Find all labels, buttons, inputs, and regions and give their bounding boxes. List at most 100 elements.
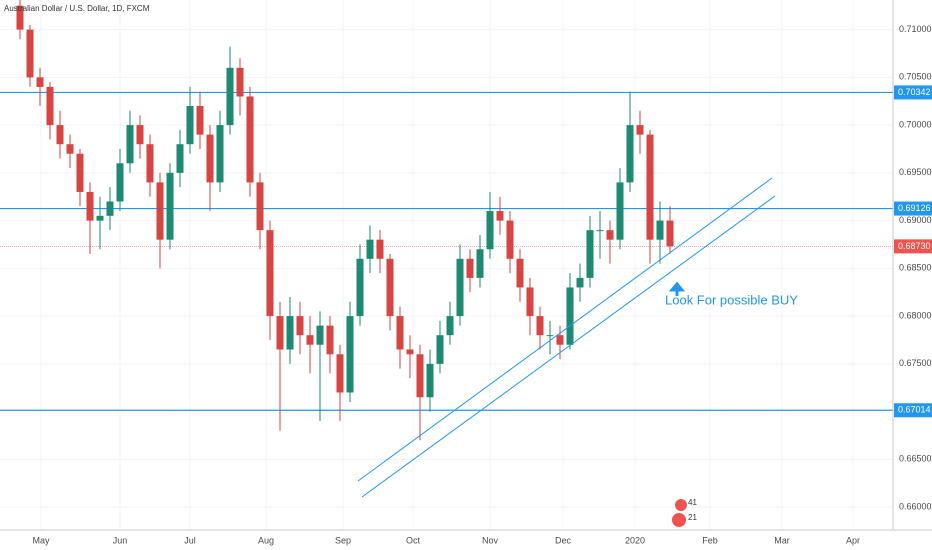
- candle-body: [26, 29, 34, 78]
- arrow-up: [668, 281, 686, 296]
- candle-body: [556, 335, 564, 345]
- x-tick-label: Aug: [258, 535, 274, 545]
- candle-body: [646, 134, 654, 240]
- candle-body: [476, 249, 484, 278]
- price-label-box: [894, 403, 932, 418]
- candle-body: [186, 106, 194, 145]
- axis-labels: 0.71000 0.70500 0.70000 0.69500 0.69000 0.685…: [32, 24, 932, 545]
- candle-body: [206, 134, 214, 183]
- y-tick-label: 0.68500: [899, 263, 932, 273]
- x-tick-label: Nov: [482, 535, 499, 545]
- candle-body: [466, 258, 474, 278]
- candle-body: [456, 258, 464, 317]
- chart-title: Australian Dollar / U.S. Dollar, 1D, FXC…: [4, 4, 150, 13]
- y-tick-label: 0.70000: [899, 119, 932, 129]
- candle-body: [406, 349, 414, 355]
- candle-body: [416, 354, 424, 398]
- time-axis: [0, 530, 893, 550]
- candle-body: [156, 182, 164, 240]
- candles: [16, 0, 674, 441]
- candle-body: [366, 239, 374, 259]
- annotation: Look For possible BUY: [665, 292, 798, 307]
- candle-body: [336, 354, 344, 393]
- candle-body: [636, 125, 644, 135]
- y-tick-label: 0.70500: [899, 72, 932, 82]
- candle-body: [216, 125, 224, 183]
- candle-body: [66, 144, 74, 154]
- candle-body: [276, 316, 284, 350]
- candle-body: [146, 144, 154, 183]
- candle-body: [616, 182, 624, 240]
- candle-body: [96, 215, 104, 221]
- candle-body: [546, 335, 554, 337]
- candle-body: [346, 316, 354, 393]
- badge-count: 21: [688, 513, 697, 522]
- candle-body: [326, 325, 334, 355]
- trend-line: [361, 195, 776, 498]
- x-tick-label: Dec: [555, 535, 572, 545]
- candle-body: [606, 230, 614, 240]
- x-tick-label: May: [32, 535, 50, 545]
- candle-body: [586, 230, 594, 278]
- candle-body: [166, 172, 174, 240]
- y-tick-label: 0.69000: [899, 215, 932, 225]
- candle-body: [566, 287, 574, 345]
- candle-body: [576, 277, 584, 288]
- x-tick-label: Apr: [846, 535, 860, 545]
- candle-body: [86, 191, 94, 221]
- y-tick-label: 0.69500: [899, 167, 932, 177]
- x-tick-label: Jul: [184, 535, 196, 545]
- candle-body: [36, 77, 44, 87]
- levels: [0, 91, 893, 411]
- x-tick-label: Jun: [113, 535, 128, 545]
- trend-line: [357, 177, 773, 482]
- candle-body: [296, 316, 304, 336]
- candle-body: [356, 258, 364, 317]
- candle-body: [56, 125, 64, 145]
- grid: [0, 0, 893, 530]
- badge-icon: [672, 513, 686, 527]
- x-tick-label: Sep: [335, 535, 351, 545]
- candle-body: [526, 287, 534, 317]
- price-axis: [893, 0, 932, 550]
- candle-body: [136, 125, 144, 145]
- candle-body: [506, 220, 514, 259]
- candle-body: [306, 335, 314, 345]
- candle-body: [196, 106, 204, 135]
- badge-icon: [675, 499, 687, 511]
- candle-body: [666, 220, 674, 247]
- candle-body: [286, 316, 294, 350]
- y-tick-label: 0.67500: [899, 358, 932, 368]
- candle-body: [436, 335, 444, 364]
- candle-body: [536, 316, 544, 336]
- y-tick-label: 0.71000: [899, 24, 932, 34]
- candle-body: [596, 230, 604, 232]
- candle-body: [126, 125, 134, 164]
- y-tick-label: 0.66000: [899, 501, 932, 511]
- price-label-box: [894, 85, 932, 100]
- candle-body: [656, 220, 664, 240]
- candle-body: [496, 211, 504, 221]
- candle-body: [116, 163, 124, 202]
- candle-body: [226, 67, 234, 126]
- price-label: 0.69126: [898, 203, 931, 213]
- candle-body: [376, 239, 384, 259]
- price-label: 0.68730: [898, 241, 931, 251]
- candle-body: [516, 258, 524, 288]
- x-tick-label: 2020: [625, 535, 645, 545]
- idea-badges: 41 21: [672, 498, 697, 527]
- candle-body: [76, 153, 84, 192]
- candle-body: [396, 316, 404, 350]
- badge-count: 41: [688, 498, 697, 507]
- x-tick-label: Feb: [702, 535, 718, 545]
- candle-body: [386, 258, 394, 317]
- y-tick-label: 0.66500: [899, 454, 932, 464]
- candle-body: [106, 201, 114, 216]
- y-tick-label: 0.68000: [899, 310, 932, 320]
- candle-body: [46, 86, 54, 126]
- candle-body: [446, 316, 454, 336]
- candle-body: [236, 67, 244, 97]
- price-label: 0.67014: [898, 405, 931, 415]
- x-tick-label: Oct: [406, 535, 421, 545]
